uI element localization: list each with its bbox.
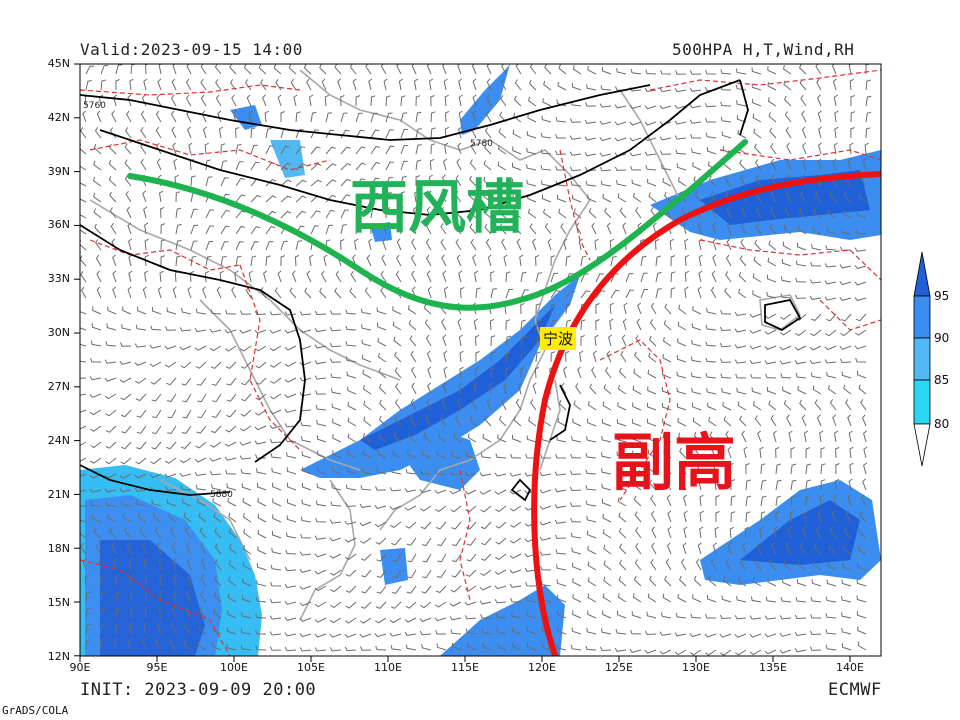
- lat-tick-39N: 39N: [47, 165, 70, 178]
- lon-tick-90E: 90E: [69, 661, 91, 674]
- colorbar-label-95: 95: [934, 289, 950, 303]
- lon-tick-95E: 95E: [146, 661, 168, 674]
- subtropical-high-label: 副高: [612, 426, 737, 499]
- colorbar-label-80: 80: [934, 417, 950, 431]
- contour-label-5880: 5880: [210, 490, 233, 500]
- city-label-ningbo: 宁波: [540, 327, 577, 350]
- lat-tick-12N: 12N: [47, 650, 70, 663]
- lat-tick-21N: 21N: [47, 488, 70, 501]
- contour-label-5760: 5760: [83, 101, 106, 111]
- lon-tick-135E: 135E: [759, 661, 787, 674]
- contour-label-5780: 5780: [470, 139, 493, 149]
- colorbar-label-90: 90: [934, 331, 950, 345]
- westerly-trough-label: 西风槽: [350, 173, 525, 241]
- lat-tick-45N: 45N: [47, 57, 70, 70]
- height-contours: [80, 79, 802, 502]
- lat-tick-24N: 24N: [47, 434, 70, 447]
- lat-tick-42N: 42N: [47, 111, 70, 124]
- map-frame: [79, 63, 882, 657]
- lon-tick-130E: 130E: [682, 661, 710, 674]
- lat-tick-27N: 27N: [47, 380, 70, 393]
- colorbar: [913, 251, 931, 467]
- lat-tick-33N: 33N: [47, 272, 70, 285]
- grads-credit: GrADS/COLA: [2, 704, 69, 717]
- axis-ticks: [74, 63, 851, 662]
- westerly-trough-line: [127, 139, 748, 311]
- lon-tick-110E: 110E: [374, 661, 402, 674]
- temperature-contours: [80, 69, 881, 656]
- model-label: ECMWF: [828, 680, 882, 700]
- init-time-label: INIT: 2023-09-09 20:00: [80, 680, 317, 700]
- subtropical-high-line: [531, 171, 881, 656]
- lon-tick-115E: 115E: [451, 661, 479, 674]
- coastline-borders: [89, 69, 802, 621]
- lon-tick-125E: 125E: [605, 661, 633, 674]
- colorbar-label-85: 85: [934, 373, 950, 387]
- lon-tick-120E: 120E: [528, 661, 556, 674]
- humidity-shading: [80, 64, 881, 656]
- lat-tick-15N: 15N: [47, 596, 70, 609]
- lon-tick-105E: 105E: [297, 661, 325, 674]
- product-label: 500HPA H,T,Wind,RH: [672, 40, 855, 59]
- lat-tick-30N: 30N: [47, 326, 70, 339]
- lon-tick-140E: 140E: [836, 661, 864, 674]
- wind-barbs: [80, 64, 872, 656]
- lon-tick-100E: 100E: [220, 661, 248, 674]
- valid-time-label: Valid:2023-09-15 14:00: [80, 40, 303, 59]
- lat-tick-36N: 36N: [47, 218, 70, 231]
- lat-tick-18N: 18N: [47, 542, 70, 555]
